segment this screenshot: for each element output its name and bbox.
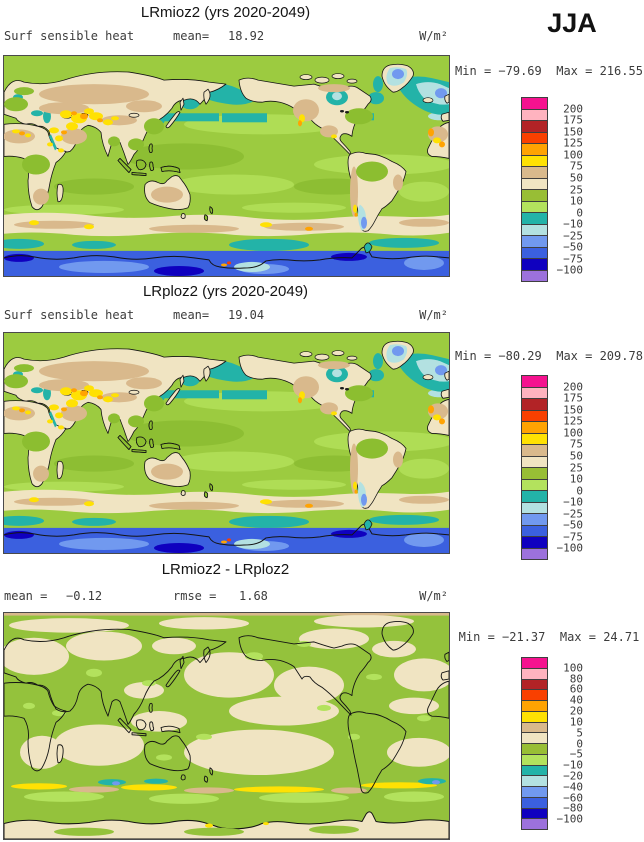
colorbar <box>521 657 548 830</box>
min-value: −80.29 <box>498 349 542 363</box>
min-value: −21.37 <box>502 630 546 644</box>
colorbar-labels: 200 175 150 125 100 75 50 25 10 0 −10 −25 −50 −75 −100 <box>556 102 584 277</box>
world-map-svg <box>4 333 449 553</box>
rmse-value: 1.68 <box>239 589 268 603</box>
mean-value: 19.04 <box>228 308 265 322</box>
mean-label: mean= <box>173 29 210 43</box>
mean-value: 18.92 <box>228 29 265 43</box>
max-label: Max = <box>559 630 596 644</box>
panel2-minmax: Min = −80.29 Max = 209.78 <box>455 349 643 363</box>
panel2-title: LRploz2 (yrs 2020-2049) <box>142 283 309 300</box>
variable-label: Surf sensible heat <box>4 308 135 322</box>
min-label: Min = <box>455 349 492 363</box>
max-value: 216.55 <box>599 64 643 78</box>
max-label: Max = <box>556 349 593 363</box>
world-map-svg <box>4 56 449 276</box>
map-lrploz2 <box>3 332 450 554</box>
units-label: W/m² <box>419 308 448 322</box>
rmse-label: rmse = <box>173 589 217 603</box>
panel2-subheader: Surf sensible heat mean= 19.04 W/m² <box>3 308 448 324</box>
variable-label: Surf sensible heat <box>4 29 135 43</box>
panel3-title: LRmioz2 - LRploz2 <box>161 561 290 578</box>
max-value: 209.78 <box>599 349 643 363</box>
panel3-subheader: mean = −0.12 rmse = 1.68 W/m² <box>3 589 448 605</box>
units-label: W/m² <box>419 29 448 43</box>
panel1-subheader: Surf sensible heat mean= 18.92 W/m² <box>3 29 448 45</box>
panel1-minmax: Min = −79.69 Max = 216.55 <box>455 64 643 78</box>
colorbar-labels: 100 80 60 40 20 10 5 0 −5 −10 −20 −40 −60 −80 −100 <box>556 661 584 826</box>
map-difference <box>3 612 450 840</box>
colorbar-labels: 200 175 150 125 100 75 50 25 10 0 −10 −25 −50 −75 −100 <box>556 380 584 555</box>
colorbar <box>521 375 548 560</box>
colorbar <box>521 97 548 282</box>
panel3-minmax: Min = −21.37 Max = 24.71 <box>455 630 643 644</box>
mean-label: mean = <box>4 589 48 603</box>
units-label: W/m² <box>419 589 448 603</box>
min-value: −79.69 <box>498 64 542 78</box>
mean-label: mean= <box>173 308 210 322</box>
max-value: 24.71 <box>603 630 640 644</box>
map-lrmioz2 <box>3 55 450 277</box>
panel1-title: LRmioz2 (yrs 2020-2049) <box>140 4 311 21</box>
world-map-svg <box>4 613 449 839</box>
max-label: Max = <box>556 64 593 78</box>
mean-value: −0.12 <box>66 589 103 603</box>
min-label: Min = <box>458 630 495 644</box>
season-label: JJA <box>547 8 597 38</box>
min-label: Min = <box>455 64 492 78</box>
